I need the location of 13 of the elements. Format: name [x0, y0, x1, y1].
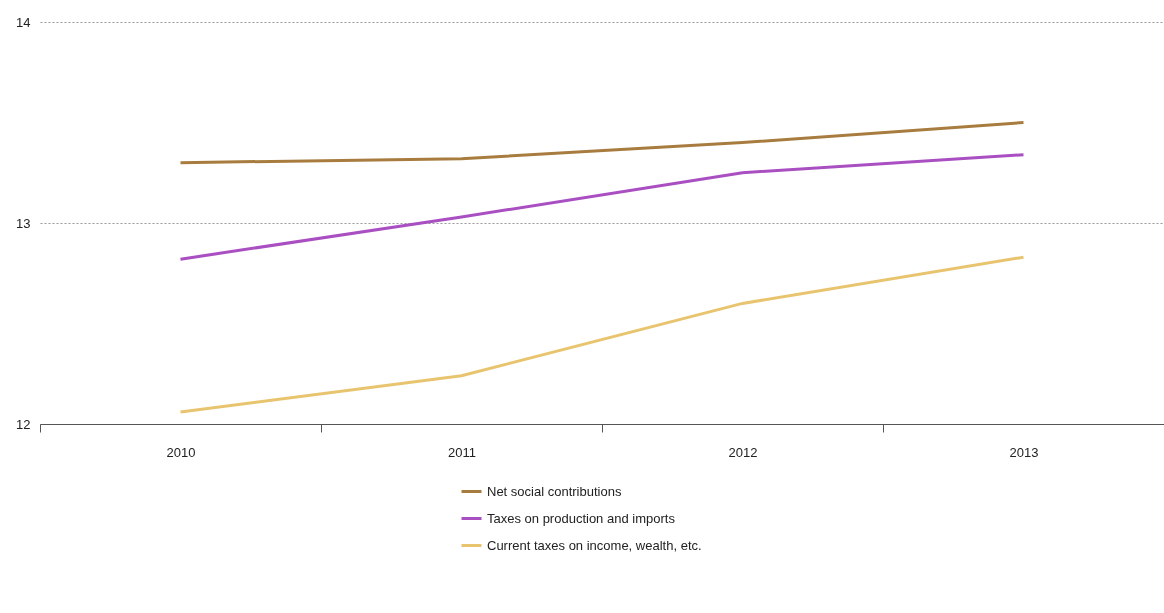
line-series [179, 153, 1025, 261]
line-series [179, 255, 1025, 414]
x-tick-label: 2013 [1009, 444, 1039, 460]
y-tick-label: 12 [16, 416, 31, 432]
legend-label: Current taxes on income, wealth, etc. [487, 537, 702, 553]
x-tick-label: 2012 [728, 444, 758, 460]
legend-label: Taxes on production and imports [487, 510, 676, 526]
x-tick-label: 2011 [448, 444, 476, 460]
x-tick-label: 2010 [166, 444, 196, 460]
y-tick-label: 14 [16, 14, 31, 30]
line-series [179, 121, 1025, 165]
legend-label: Net social contributions [487, 483, 622, 499]
y-tick-label: 13 [16, 215, 31, 231]
